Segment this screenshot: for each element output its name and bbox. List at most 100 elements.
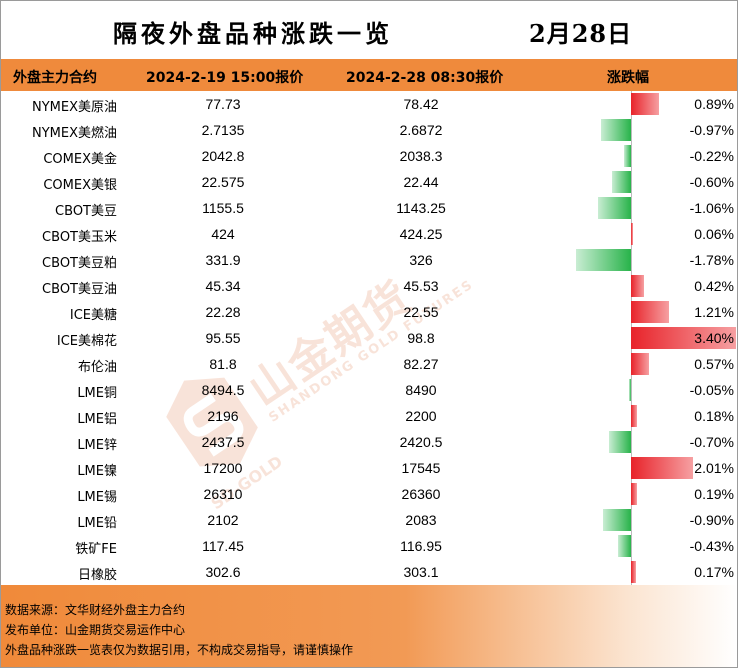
table-row: ICE美棉花 95.55 98.8 3.40%: [1, 325, 737, 351]
change-percent: -0.90%: [689, 512, 734, 528]
price-date2: 2083: [405, 512, 437, 528]
change-percent: 2.01%: [694, 460, 734, 476]
table-row: CBOT美玉米 424 424.25 0.06%: [1, 221, 737, 247]
price-date2: 22.44: [403, 174, 439, 190]
price-date1: 95.55: [205, 330, 241, 346]
contract-name: 布伦油: [77, 360, 117, 375]
table-row: COMEX美金 2042.8 2038.3 -0.22%: [1, 143, 737, 169]
table-row: CBOT美豆粕 331.9 326 -1.78%: [1, 247, 737, 273]
change-bar: [629, 379, 631, 401]
price-date2: 116.95: [400, 538, 442, 554]
change-percent: -0.97%: [689, 122, 734, 138]
contract-name: CBOT美豆油: [42, 282, 117, 297]
change-bar: [631, 457, 694, 479]
table-row: NYMEX美燃油 2.7135 2.6872 -0.97%: [1, 117, 737, 143]
report-date: 2月28日: [529, 19, 633, 48]
price-date2: 26360: [401, 486, 441, 502]
change-bar: [631, 561, 637, 583]
price-date2: 8490: [405, 382, 437, 398]
price-date2: 2420.5: [399, 434, 443, 450]
price-date1: 302.6: [205, 564, 241, 580]
contract-name: CBOT美豆: [55, 204, 117, 219]
table-row: LME镍 17200 17545 2.01%: [1, 455, 737, 481]
change-percent: 0.89%: [694, 96, 734, 112]
price-date1: 331.9: [205, 252, 241, 268]
change-bar: [598, 197, 631, 219]
change-percent: -0.05%: [689, 382, 734, 398]
contract-name: COMEX美银: [43, 178, 117, 193]
change-percent: 1.21%: [694, 304, 734, 320]
price-date1: 2.7135: [201, 122, 245, 138]
change-bar: [600, 119, 631, 141]
contract-name: ICE美糖: [69, 308, 117, 323]
price-date2: 45.53: [403, 278, 439, 294]
table-row: LME锌 2437.5 2420.5 -0.70%: [1, 429, 737, 455]
table-row: LME铜 8494.5 8490 -0.05%: [1, 377, 737, 403]
price-date2: 82.27: [403, 356, 439, 372]
price-date1: 2196: [207, 408, 239, 424]
change-percent: -0.43%: [689, 538, 734, 554]
price-date1: 77.73: [205, 96, 241, 112]
price-date2: 78.42: [403, 96, 439, 112]
price-date1: 2042.8: [201, 148, 245, 164]
contract-name: LME锡: [77, 490, 117, 505]
change-percent: 0.19%: [694, 486, 734, 502]
change-percent: -0.22%: [689, 148, 734, 164]
price-date2: 424.25: [399, 226, 443, 242]
price-date2: 2200: [405, 408, 437, 424]
change-percent: 0.18%: [694, 408, 734, 424]
contract-name: LME镍: [77, 464, 117, 479]
change-bar: [631, 223, 633, 245]
change-bar: [575, 249, 631, 271]
data-table-body: NYMEX美原油 77.73 78.42 0.89% NYMEX美燃油 2.7135 2.6…: [1, 91, 737, 585]
table-row: CBOT美豆 1155.5 1143.25 -1.06%: [1, 195, 737, 221]
change-percent: 3.40%: [694, 330, 734, 346]
price-date1: 424: [211, 226, 235, 242]
contract-name: CBOT美玉米: [42, 230, 117, 245]
contract-name: NYMEX美原油: [31, 100, 117, 115]
contract-name: LME锌: [77, 438, 117, 453]
price-date2: 2.6872: [399, 122, 443, 138]
price-date2: 17545: [401, 460, 441, 476]
change-bar: [603, 509, 631, 531]
change-bar: [631, 353, 649, 375]
contract-name: ICE美棉花: [56, 334, 117, 349]
change-bar: [609, 431, 631, 453]
change-percent: 0.42%: [694, 278, 734, 294]
contract-name: CBOT美豆粕: [42, 256, 117, 271]
table-row: COMEX美银 22.575 22.44 -0.60%: [1, 169, 737, 195]
column-header-change: 涨跌幅: [607, 70, 649, 86]
change-percent: 0.17%: [694, 564, 734, 580]
price-date1: 22.28: [205, 304, 241, 320]
change-percent: -0.60%: [689, 174, 734, 190]
page-title: 隔夜外盘品种涨跌一览: [113, 19, 393, 48]
change-percent: 0.06%: [694, 226, 734, 242]
table-header: 外盘主力合约 2024-2-19 15:00报价 2024-2-28 08:30…: [1, 59, 737, 91]
change-percent: -0.70%: [689, 434, 734, 450]
change-percent: -1.06%: [689, 200, 734, 216]
contract-name: 铁矿FE: [75, 542, 117, 557]
change-bar: [631, 275, 645, 297]
column-header-date1: 2024-2-19 15:00报价: [146, 70, 304, 86]
change-percent: 0.57%: [694, 356, 734, 372]
price-date1: 26310: [203, 486, 243, 502]
footer-disclaimer: 外盘品种涨跌一览表仅为数据引用，不构成交易指导，请谨慎操作: [5, 643, 354, 657]
contract-name: COMEX美金: [43, 152, 117, 167]
price-date1: 2437.5: [201, 434, 245, 450]
table-row: LME锡 26310 26360 0.19%: [1, 481, 737, 507]
price-date1: 81.8: [209, 356, 237, 372]
footer-publisher: 发布单位：山金期货交易运作中心: [5, 623, 186, 637]
change-bar: [617, 535, 631, 557]
change-bar: [631, 301, 669, 323]
contract-name: 日橡胶: [77, 568, 117, 583]
change-bar: [631, 405, 637, 427]
table-row: CBOT美豆油 45.34 45.53 0.42%: [1, 273, 737, 299]
table-row: LME铝 2196 2200 0.18%: [1, 403, 737, 429]
contract-name: LME铜: [77, 386, 117, 401]
footer-source: 数据来源：文华财经外盘主力合约: [5, 603, 186, 617]
price-date1: 17200: [203, 460, 243, 476]
change-bar: [612, 171, 631, 193]
table-row: ICE美糖 22.28 22.55 1.21%: [1, 299, 737, 325]
table-row: NYMEX美原油 77.73 78.42 0.89%: [1, 91, 737, 117]
change-percent: -1.78%: [689, 252, 734, 268]
